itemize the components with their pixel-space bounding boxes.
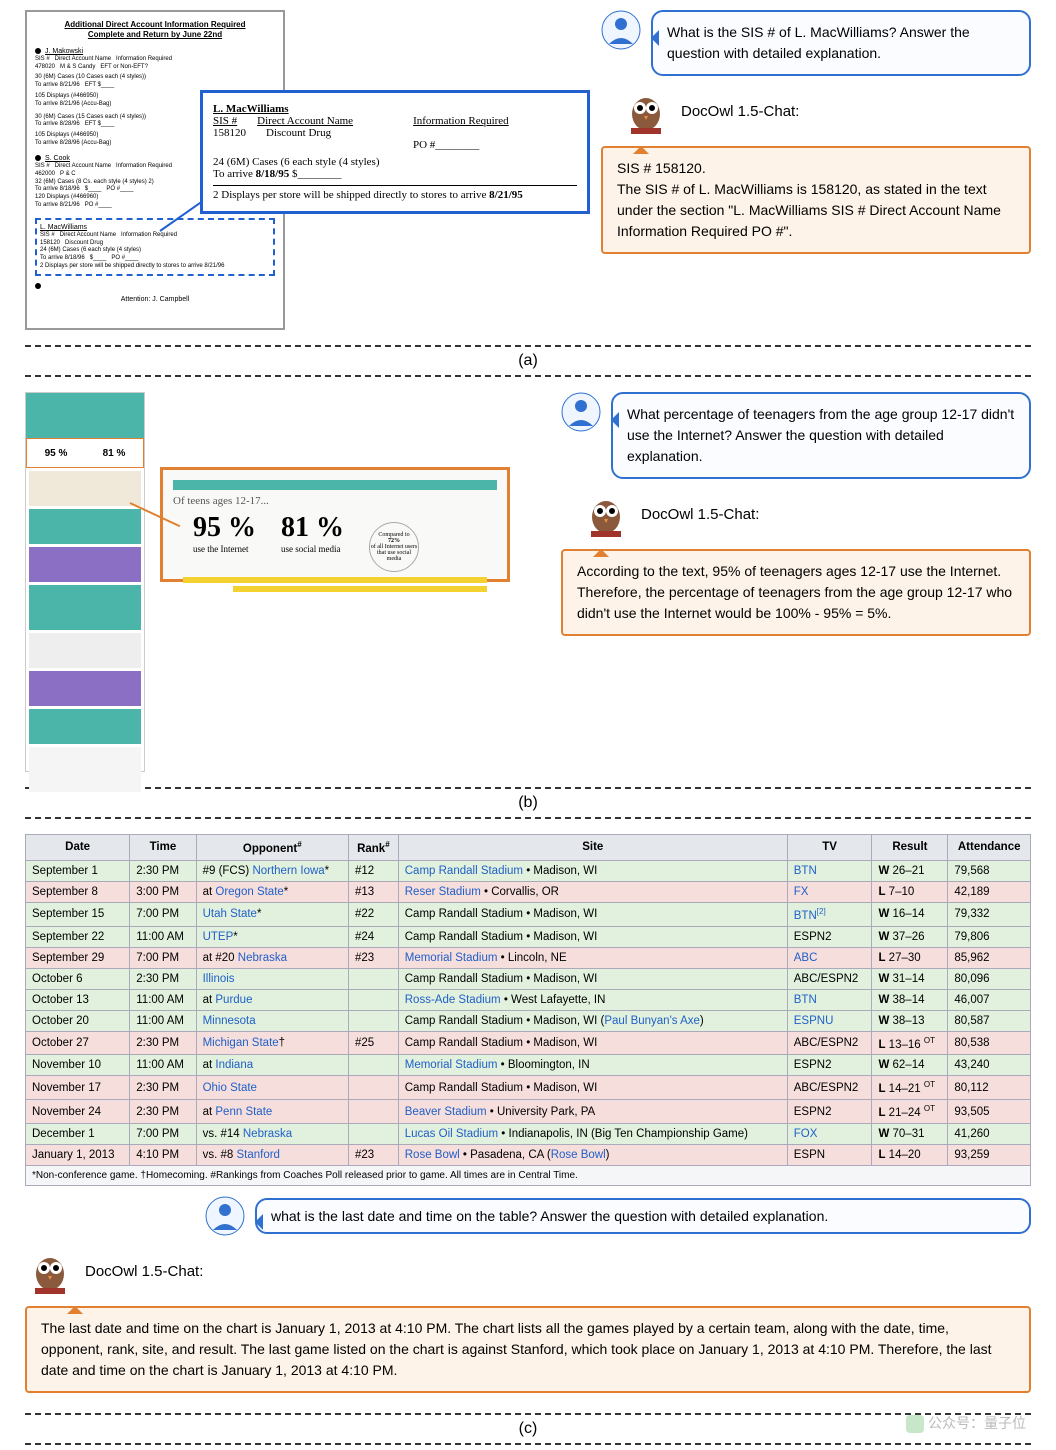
table-row: October 2011:00 AMMinnesotaCamp Randall … <box>26 1010 1031 1031</box>
table-row: October 272:30 PMMichigan State†#25Camp … <box>26 1031 1031 1055</box>
doc-subtitle: Complete and Return by June 22nd <box>35 30 275 40</box>
section-a: Additional Direct Account Information Re… <box>0 0 1056 340</box>
bot-label: DocOwl 1.5-Chat: <box>681 103 799 120</box>
user-icon <box>601 10 641 50</box>
infographic-thumbnail: 95 %81 % <box>25 392 145 772</box>
question-bubble: What percentage of teenagers from the ag… <box>611 392 1031 479</box>
table-footnote: *Non-conference game. †Homecoming. #Rank… <box>25 1166 1031 1186</box>
answer-bubble: The last date and time on the chart is J… <box>25 1306 1031 1393</box>
table-row: September 12:30 PM#9 (FCS) Northern Iowa… <box>26 860 1031 881</box>
user-icon <box>205 1196 245 1236</box>
answer-bubble: SIS # 158120. The SIS # of L. MacWilliam… <box>601 146 1031 254</box>
table-header: Result <box>872 835 948 861</box>
table-row: September 83:00 PMat Oregon State*#13Res… <box>26 881 1031 902</box>
table-row: September 297:00 PMat #20 Nebraska#23Mem… <box>26 947 1031 968</box>
highlighted-region: L. MacWilliams SIS # Direct Account Name… <box>35 218 275 276</box>
table-header: Attendance <box>948 835 1031 861</box>
qa-column-c: what is the last date and time on the ta… <box>0 1191 1056 1408</box>
table-header: Site <box>398 835 787 861</box>
schedule-table: DateTimeOpponent#Rank#SiteTVResultAttend… <box>25 834 1031 1166</box>
table-header: Time <box>130 835 196 861</box>
owl-icon <box>581 489 631 539</box>
label-a: (a) <box>0 352 1056 370</box>
table-row: October 62:30 PMIllinoisCamp Randall Sta… <box>26 968 1031 989</box>
user-icon <box>561 392 601 432</box>
watermark: 公众号：量子位 <box>906 1413 1026 1433</box>
label-b: (b) <box>0 794 1056 812</box>
bot-label: DocOwl 1.5-Chat: <box>85 1263 203 1280</box>
table-header: Date <box>26 835 130 861</box>
table-row: November 172:30 PMOhio StateCamp Randall… <box>26 1076 1031 1100</box>
doc-title: Additional Direct Account Information Re… <box>35 20 275 30</box>
answer-bubble: According to the text, 95% of teenagers … <box>561 549 1031 636</box>
thumb-stats: 95 %81 % <box>26 438 144 468</box>
owl-icon <box>25 1246 75 1296</box>
table-row: September 2211:00 AMUTEP*#24Camp Randall… <box>26 926 1031 947</box>
table-row: October 1311:00 AMat PurdueRoss-Ade Stad… <box>26 989 1031 1010</box>
table-row: December 17:00 PMvs. #14 NebraskaLucas O… <box>26 1124 1031 1145</box>
section-c: DateTimeOpponent#Rank#SiteTVResultAttend… <box>0 824 1056 1191</box>
question-bubble: What is the SIS # of L. MacWilliams? Ans… <box>651 10 1031 76</box>
infographic-callout: Of teens ages 12-17... 95 %use the Inter… <box>160 467 510 582</box>
table-header: Opponent# <box>196 835 348 861</box>
owl-icon <box>621 86 671 136</box>
qa-column-b: What percentage of teenagers from the ag… <box>561 392 1031 772</box>
document-callout: L. MacWilliams SIS # Direct Account Name… <box>200 90 590 214</box>
table-row: September 157:00 PMUtah State*#22Camp Ra… <box>26 902 1031 926</box>
table-header: TV <box>787 835 872 861</box>
label-c: (c) 公众号：量子位 <box>0 1420 1056 1438</box>
qa-column-a: What is the SIS # of L. MacWilliams? Ans… <box>601 10 1031 330</box>
table-row: November 242:30 PMat Penn StateBeaver St… <box>26 1100 1031 1124</box>
callout-name: L. MacWilliams <box>213 103 577 115</box>
bot-label: DocOwl 1.5-Chat: <box>641 506 759 523</box>
question-bubble: what is the last date and time on the ta… <box>255 1198 1031 1234</box>
table-row: January 1, 20134:10 PMvs. #8 Stanford#23… <box>26 1145 1031 1166</box>
table-header: Rank# <box>348 835 398 861</box>
section-b: 95 %81 % Of teens ages 12-17... 95 %use … <box>0 382 1056 782</box>
table-row: November 1011:00 AMat IndianaMemorial St… <box>26 1055 1031 1076</box>
